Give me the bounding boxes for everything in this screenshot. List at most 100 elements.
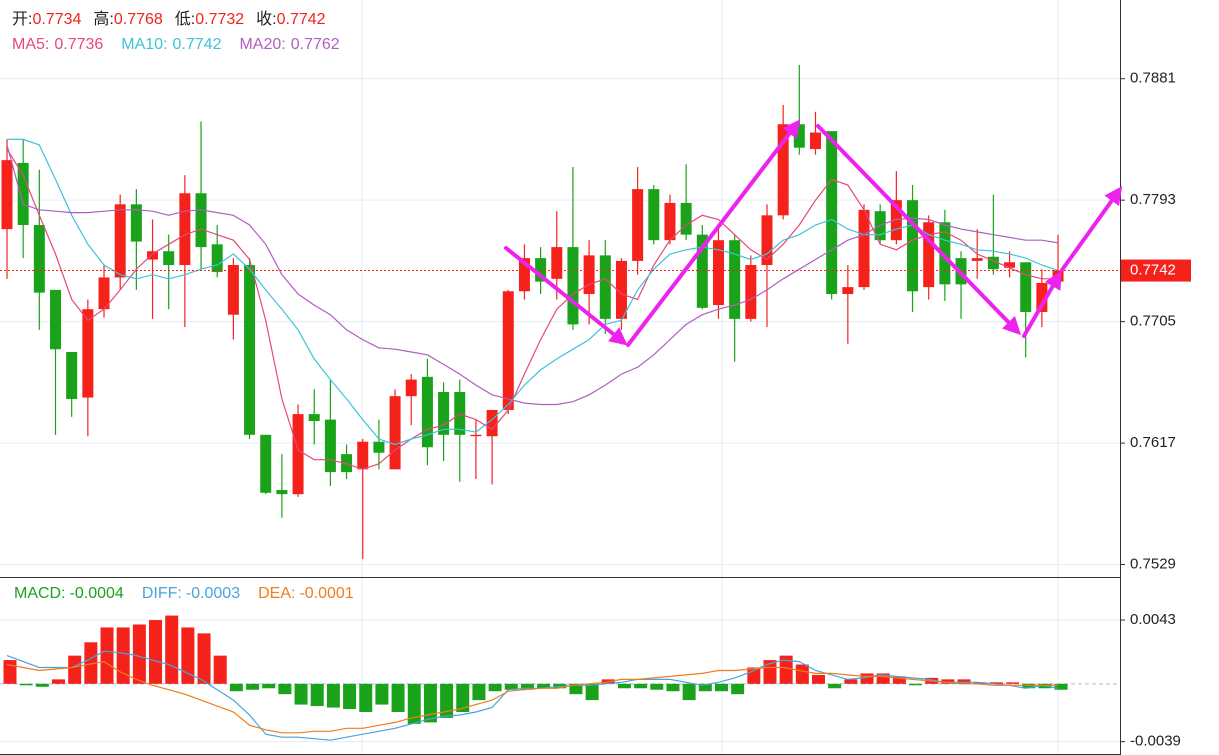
macd-bar	[262, 683, 276, 689]
candle-body	[50, 289, 62, 350]
candle-body	[680, 202, 692, 235]
y-tick-label: 0.0043	[1130, 611, 1176, 628]
macd-bar	[246, 683, 260, 690]
quote-label: 低:	[175, 10, 195, 28]
candle-body	[939, 222, 951, 285]
candle-body	[890, 200, 902, 241]
macd-bar	[892, 676, 906, 684]
macd-bar	[682, 683, 696, 701]
candle-body	[260, 434, 272, 493]
y-tick-label: 0.7793	[1130, 191, 1176, 208]
macd-bar	[165, 615, 179, 684]
macd-bar	[714, 683, 728, 692]
arrow	[816, 124, 1022, 336]
macd-bar	[520, 683, 534, 690]
candle-body	[179, 193, 191, 266]
candle-body	[648, 189, 660, 241]
legend-label: MACD:	[14, 585, 66, 602]
candle-body	[66, 351, 78, 399]
arrow	[626, 119, 801, 347]
macd-bar	[326, 683, 340, 708]
quote-value: 0.7734	[32, 11, 81, 28]
candle-body	[826, 131, 838, 295]
candle-body	[308, 414, 320, 422]
macd-bar	[860, 673, 874, 684]
macd-bar	[343, 683, 357, 710]
legend-label: DIFF:	[142, 585, 182, 602]
macd-bar	[989, 682, 1003, 684]
macd-bar	[585, 683, 599, 701]
candle-body	[421, 376, 433, 448]
legend-value: 0.7762	[291, 36, 340, 53]
macd-bar	[149, 620, 163, 684]
macd-bar	[650, 683, 664, 690]
macd-bar	[359, 683, 373, 712]
candle-body	[470, 434, 482, 437]
candle-body	[486, 409, 498, 437]
candle-body	[907, 200, 919, 292]
candle-body	[987, 256, 999, 270]
legend-value: 0.7736	[54, 36, 103, 53]
macd-bar	[278, 683, 292, 695]
legend-value: -0.0003	[186, 585, 240, 602]
candle-body	[244, 265, 256, 435]
macd-bar	[909, 683, 923, 686]
y-tick-label: 0.7529	[1130, 556, 1176, 573]
quote-label: 收:	[256, 10, 276, 28]
macd-bar	[1054, 683, 1068, 690]
macd-line	[6, 660, 1059, 734]
candle-body	[389, 396, 401, 470]
macd-bar	[197, 633, 211, 684]
candle-body	[502, 291, 514, 410]
candle-body	[535, 258, 547, 282]
candle-body	[357, 441, 369, 470]
candle-body	[276, 490, 288, 495]
y-tick-label: 0.7881	[1130, 70, 1176, 87]
macd-bar	[68, 655, 82, 684]
macd-bar	[617, 683, 631, 689]
ma-line	[6, 144, 1059, 406]
candle-body	[583, 255, 595, 295]
legend-label: MA20:	[239, 36, 285, 53]
macd-bar	[731, 683, 745, 695]
macd-bar	[488, 683, 502, 692]
arrow	[1022, 270, 1062, 338]
macd-bar	[876, 673, 890, 684]
y-tick-label: 0.7705	[1130, 313, 1176, 330]
macd-bar	[3, 660, 17, 684]
legend-label: DEA:	[258, 585, 295, 602]
macd-bar	[35, 683, 49, 687]
macd-bar	[132, 624, 146, 684]
macd-bar	[19, 683, 33, 686]
candle-body	[292, 414, 304, 495]
macd-bar	[423, 683, 437, 723]
candle-body	[1, 160, 13, 230]
macd-bar	[941, 679, 955, 684]
candle-body	[324, 419, 336, 473]
legend-value: -0.0001	[299, 585, 353, 602]
plot-layer	[0, 64, 1125, 743]
macd-bar	[1022, 683, 1036, 689]
quote-value: 0.7768	[114, 11, 163, 28]
macd-line	[6, 650, 1059, 741]
last-price-box	[1121, 259, 1191, 282]
legend-label: MA10:	[121, 36, 167, 53]
candle-body	[1020, 262, 1032, 312]
macd-bar	[294, 683, 308, 705]
candle-body	[842, 287, 854, 295]
macd-bar	[52, 679, 66, 684]
quote-value: 0.7732	[195, 11, 244, 28]
candle-body	[82, 309, 94, 398]
macd-bar	[634, 683, 648, 689]
macd-bar	[213, 655, 227, 684]
candle-body	[858, 209, 870, 288]
candle-body	[454, 392, 466, 435]
macd-bar	[537, 683, 551, 689]
candle-body	[567, 247, 579, 325]
candle-body	[551, 247, 563, 279]
macd-bar	[84, 642, 98, 684]
candle-body	[599, 255, 611, 319]
candle-body	[373, 441, 385, 453]
macd-bar	[181, 627, 195, 684]
